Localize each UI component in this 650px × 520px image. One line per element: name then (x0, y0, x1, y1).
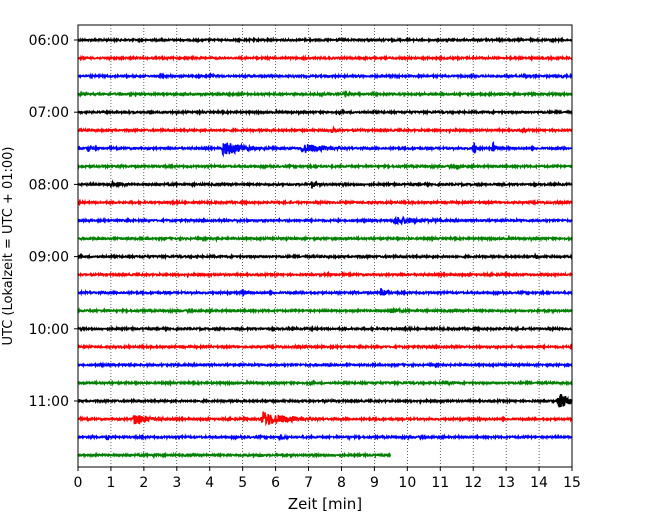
y-tick-label-5: 11:00 (29, 394, 69, 410)
trace-0915 (77, 270, 573, 279)
trace-0900 (77, 252, 573, 261)
x-tick-label-1: 1 (106, 475, 115, 491)
x-tick-label-11: 11 (431, 475, 449, 491)
y-tick-label-4: 10:00 (29, 322, 69, 338)
x-tick-label-0: 0 (74, 475, 83, 491)
trace-1000 (77, 324, 573, 333)
trace-0600 (77, 36, 573, 44)
trace-1045 (77, 378, 573, 387)
trace-0815 (77, 198, 573, 207)
x-tick-label-3: 3 (172, 475, 181, 491)
trace-1100 (77, 393, 573, 409)
trace-1030 (77, 361, 573, 369)
trace-0800 (77, 179, 573, 190)
trace-group (77, 36, 573, 460)
trace-0930 (77, 288, 573, 298)
y-tick-label-0: 06:00 (29, 33, 69, 49)
trace-1130 (77, 433, 573, 442)
x-tick-label-10: 10 (398, 475, 416, 491)
x-tick-label-15: 15 (563, 475, 581, 491)
y-tick-label-2: 08:00 (29, 177, 69, 193)
x-axis-ticks: 0 1 2 3 4 5 6 7 8 9 10 11 12 13 14 15 (74, 467, 581, 491)
trace-0700 (77, 108, 573, 117)
y-tick-label-1: 07:00 (29, 105, 69, 121)
trace-0845 (77, 234, 573, 244)
x-tick-label-13: 13 (497, 475, 515, 491)
x-axis-title: Zeit [min] (288, 495, 362, 513)
x-tick-label-4: 4 (205, 475, 214, 491)
x-tick-label-8: 8 (337, 475, 346, 491)
trace-0945 (77, 306, 573, 315)
trace-0645 (77, 90, 573, 99)
trace-0830 (77, 215, 573, 227)
x-tick-label-14: 14 (530, 475, 548, 491)
trace-0730 (77, 141, 573, 158)
trace-1145 (77, 451, 392, 460)
y-axis-ticks: 06:00 07:00 08:00 09:00 10:00 11:00 (29, 33, 78, 410)
y-tick-label-3: 09:00 (29, 250, 69, 266)
trace-0630 (77, 71, 573, 80)
plot-frame (77, 24, 573, 468)
trace-1015 (77, 342, 573, 351)
plot-area (78, 25, 572, 467)
y-axis-title: UTC (Lokalzeit = UTC + 01:00) (1, 147, 16, 346)
trace-0715 (77, 125, 573, 135)
x-tick-label-5: 5 (238, 475, 247, 491)
x-tick-label-7: 7 (304, 475, 313, 491)
trace-1115 (77, 411, 573, 427)
x-tick-label-9: 9 (370, 475, 379, 491)
trace-0745 (77, 162, 573, 171)
x-tick-label-6: 6 (271, 475, 280, 491)
x-tick-label-2: 2 (139, 475, 148, 491)
trace-0615 (77, 54, 573, 62)
x-tick-label-12: 12 (464, 475, 482, 491)
